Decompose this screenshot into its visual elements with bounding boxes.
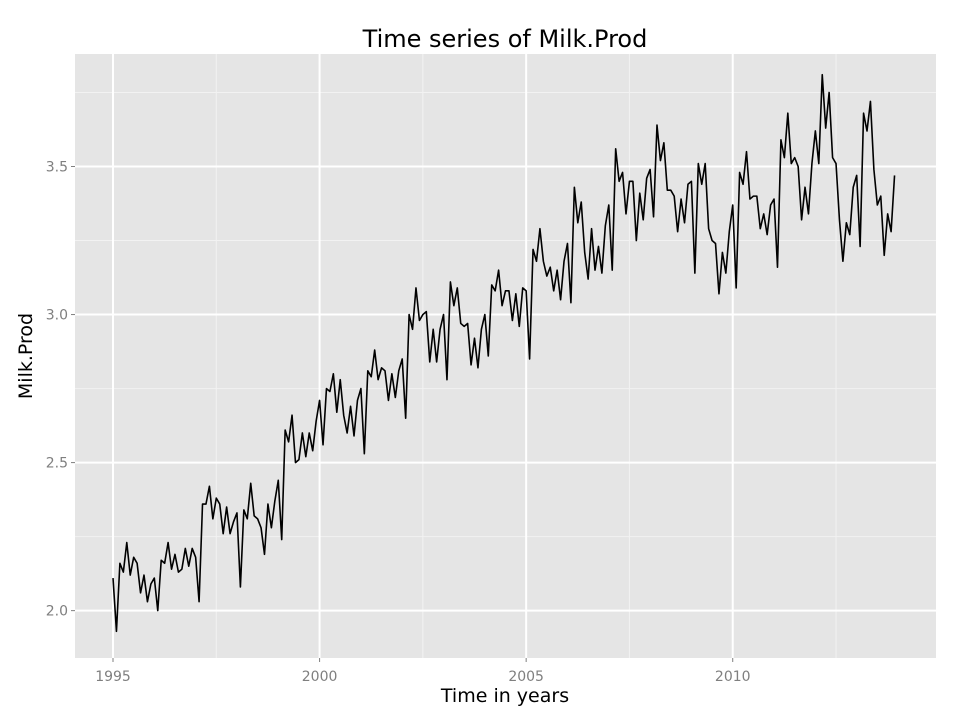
plot-panel	[75, 54, 936, 658]
y-axis-tick-labels: 2.0 2.5 3.0 3.5	[46, 160, 68, 620]
y-tick-label: 3.5	[46, 160, 68, 176]
y-tick-label: 2.5	[46, 456, 68, 472]
minor-gridlines	[75, 54, 936, 658]
x-tick-label: 1995	[95, 669, 131, 685]
chart-title: Time series of Milk.Prod	[362, 25, 648, 53]
y-tick-label: 2.0	[46, 604, 68, 620]
major-gridlines	[75, 54, 936, 658]
x-tick-label: 2000	[302, 669, 338, 685]
x-tick-label: 2010	[715, 669, 751, 685]
x-axis-tick-labels: 1995 2000 2005 2010	[95, 669, 750, 685]
y-axis-ticks	[71, 166, 75, 612]
x-tick-label: 2005	[508, 669, 544, 685]
series-line-milk-prod	[112, 73, 896, 633]
x-axis-ticks	[112, 658, 734, 662]
y-axis-title: Milk.Prod	[15, 313, 37, 399]
y-tick-label: 3.0	[46, 308, 68, 324]
x-axis-title: Time in years	[440, 685, 569, 707]
